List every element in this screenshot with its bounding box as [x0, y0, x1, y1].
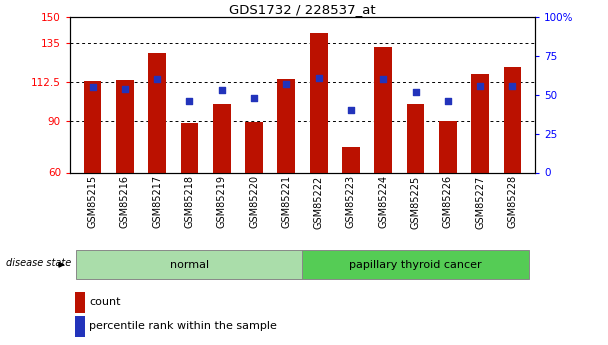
- Bar: [375, 47, 392, 172]
- Bar: [439, 121, 457, 172]
- Point: [185, 98, 195, 104]
- Point: [88, 85, 97, 90]
- Point: [443, 98, 453, 104]
- Text: count: count: [89, 297, 121, 307]
- Point: [508, 83, 517, 88]
- Point: [217, 87, 227, 93]
- Bar: [309, 33, 328, 173]
- Point: [152, 77, 162, 82]
- Point: [282, 81, 291, 87]
- Bar: [503, 67, 521, 172]
- Bar: [342, 147, 360, 172]
- Bar: [77, 250, 302, 279]
- Text: disease state: disease state: [5, 258, 71, 268]
- Point: [475, 83, 485, 88]
- Bar: [407, 104, 424, 172]
- Bar: [148, 53, 166, 172]
- Text: papillary thyroid cancer: papillary thyroid cancer: [349, 260, 482, 270]
- Bar: [75, 292, 85, 313]
- Bar: [213, 104, 230, 172]
- Bar: [471, 74, 489, 172]
- Title: GDS1732 / 228537_at: GDS1732 / 228537_at: [229, 3, 376, 16]
- Text: percentile rank within the sample: percentile rank within the sample: [89, 321, 277, 331]
- Bar: [75, 316, 85, 337]
- Point: [410, 89, 420, 95]
- Point: [314, 75, 323, 81]
- Point: [346, 108, 356, 113]
- Bar: [116, 80, 134, 172]
- Text: normal: normal: [170, 260, 209, 270]
- Bar: [84, 81, 102, 172]
- Bar: [245, 122, 263, 172]
- Bar: [277, 79, 295, 172]
- Point: [120, 86, 130, 91]
- Bar: [303, 250, 528, 279]
- Point: [249, 95, 259, 101]
- Bar: [181, 124, 198, 172]
- Point: [378, 77, 388, 82]
